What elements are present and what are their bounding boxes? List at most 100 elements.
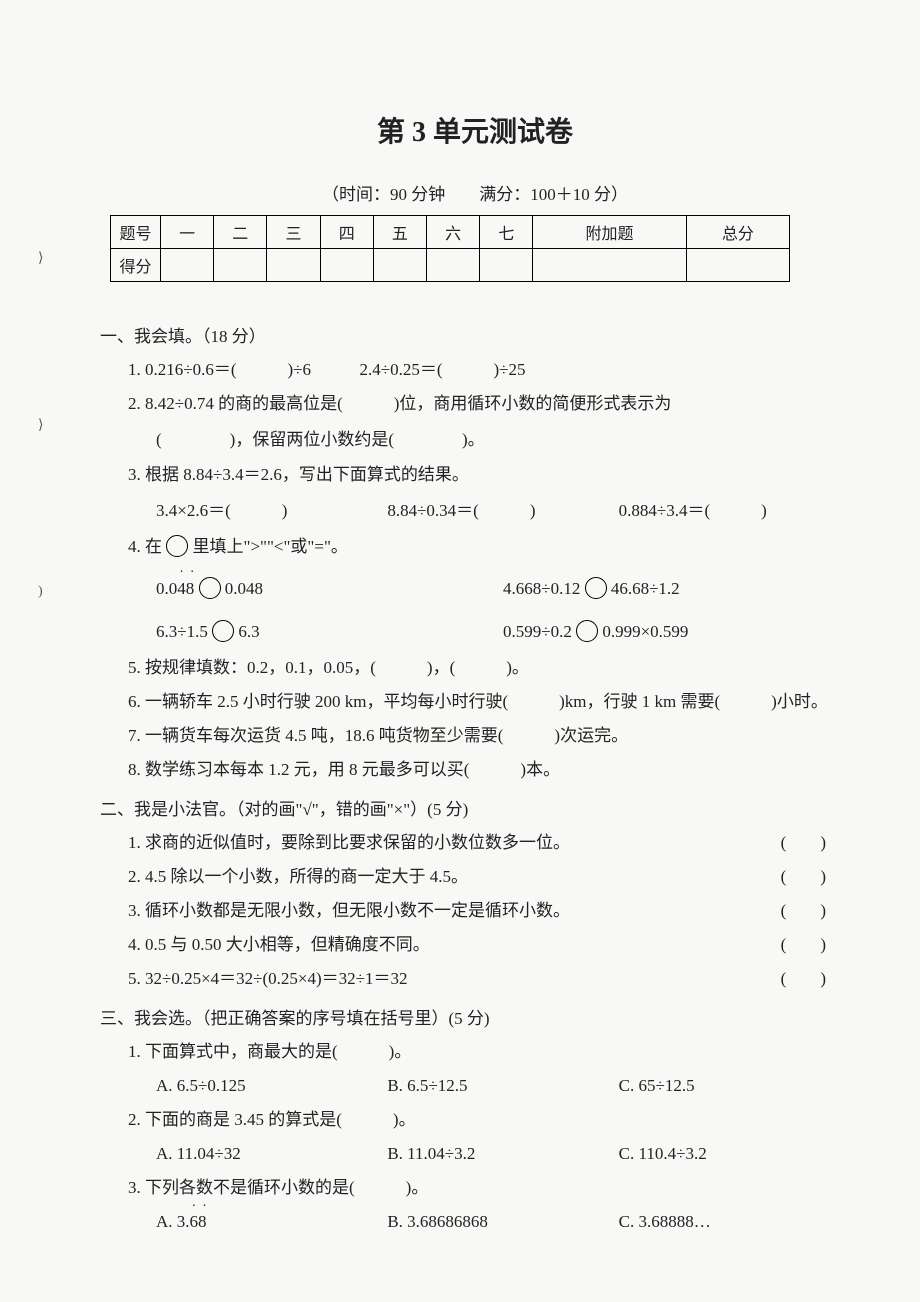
q4l1b: 0.048 xyxy=(225,579,263,598)
q3-2: 2. 下面的商是 3.45 的算式是( )。 xyxy=(128,1103,850,1137)
score-label: 得分 xyxy=(111,249,161,282)
q2-4-text: 4. 0.5 与 0.50 大小相等，但精确度不同。 xyxy=(128,928,430,962)
section-1-title: 一、我会填。 xyxy=(100,327,202,346)
q1-8: 8. 数学练习本每本 1.2 元，用 8 元最多可以买( )本。 xyxy=(128,753,850,787)
q2-2-text: 2. 4.5 除以一个小数，所得的商一定大于 4.5。 xyxy=(128,860,468,894)
paren: ( ) xyxy=(781,928,826,962)
score-cell xyxy=(427,249,480,282)
circle-icon xyxy=(585,577,607,599)
page-title: 第 3 单元测试卷 xyxy=(100,110,850,150)
circle-icon xyxy=(166,535,188,557)
score-table: 题号 一 二 三 四 五 六 七 附加题 总分 得分 xyxy=(110,215,790,282)
paren: ( ) xyxy=(781,826,826,860)
q1-4a: 4. 在 xyxy=(128,537,162,556)
q4l1a-prefix: 0.0 xyxy=(156,579,177,598)
q1-2: 2. 8.42÷0.74 的商的最高位是( )位，商用循环小数的简便形式表示为 xyxy=(128,387,850,421)
q4l1d: 46.68÷1.2 xyxy=(611,579,680,598)
header-cell: 五 xyxy=(373,216,426,249)
score-cell xyxy=(686,249,789,282)
q4l1c: 4.668÷0.12 xyxy=(503,579,580,598)
q1-4-line1: 0.048 0.048 4.668÷0.12 46.68÷1.2 xyxy=(156,570,850,607)
section-3-header: 三、我会选。（把正确答案的序号填在括号里）(5 分) xyxy=(100,1004,850,1029)
q1-4-line2: 6.3÷1.5 6.3 0.599÷0.2 0.999×0.599 xyxy=(156,613,850,650)
q1-7: 7. 一辆货车每次运货 4.5 吨，18.6 吨货物至少需要( )次运完。 xyxy=(128,719,850,753)
opt-b: B. 6.5÷12.5 xyxy=(387,1069,618,1103)
header-cell: 三 xyxy=(267,216,320,249)
section-2-title: 二、我是小法官。 xyxy=(100,800,236,819)
header-cell: 六 xyxy=(427,216,480,249)
q1-1: 1. 0.216÷0.6＝( )÷6 2.4÷0.25＝( )÷25 xyxy=(128,353,850,387)
q3-3-opts: A. 3.68 B. 3.68686868 C. 3.68888… xyxy=(156,1205,850,1239)
header-cell: 四 xyxy=(320,216,373,249)
opt-b: B. 3.68686868 xyxy=(387,1205,618,1239)
circle-icon xyxy=(199,577,221,599)
circle-icon xyxy=(212,620,234,642)
q2-5: 5. 32÷0.25×4＝32÷(0.25×4)＝32÷1＝32 ( ) xyxy=(128,962,850,996)
binding-marks: ⟩⟩) xyxy=(38,250,43,750)
q3-2-opts: A. 11.04÷32 B. 11.04÷3.2 C. 110.4÷3.2 xyxy=(156,1137,850,1171)
header-cell: 题号 xyxy=(111,216,161,249)
q1-3b1: 3.4×2.6＝( ) xyxy=(156,492,387,529)
q1-4: 4. 在 里填上">""<"或"="。 xyxy=(128,530,850,564)
q2-4: 4. 0.5 与 0.50 大小相等，但精确度不同。 ( ) xyxy=(128,928,850,962)
q4l2a: 6.3÷1.5 xyxy=(156,622,208,641)
section-2-header: 二、我是小法官。（对的画"√"，错的画"×"）(5 分) xyxy=(100,795,850,820)
section-3-pts: （把正确答案的序号填在括号里）(5 分) xyxy=(202,1009,490,1028)
opt-c: C. 3.68888… xyxy=(619,1205,850,1239)
q1-6: 6. 一辆轿车 2.5 小时行驶 200 km，平均每小时行驶( )km，行驶 … xyxy=(128,685,850,719)
q1-2a: 2. 8.42÷0.74 的商的最高位是( )位，商用循环小数的简便形式表示为 xyxy=(128,394,671,413)
opt-a: A. 6.5÷0.125 xyxy=(156,1069,387,1103)
q1-5: 5. 按规律填数：0.2，0.1，0.05，( )，( )。 xyxy=(128,651,850,685)
q2-2: 2. 4.5 除以一个小数，所得的商一定大于 4.5。 ( ) xyxy=(128,860,850,894)
q1-3b2: 8.84÷0.34＝( ) xyxy=(387,492,618,529)
q2-3: 3. 循环小数都是无限小数，但无限小数不一定是循环小数。 ( ) xyxy=(128,894,850,928)
circle-icon xyxy=(576,620,598,642)
header-cell: 七 xyxy=(480,216,533,249)
q1-1b: 2.4÷0.25＝( )÷25 xyxy=(359,360,525,379)
recurring-dots: 48 xyxy=(177,570,194,607)
q2-1-text: 1. 求商的近似值时，要除到比要求保留的小数位数多一位。 xyxy=(128,826,570,860)
score-cell xyxy=(214,249,267,282)
score-cell xyxy=(161,249,214,282)
score-cell xyxy=(480,249,533,282)
q4l2c: 0.599÷0.2 xyxy=(503,622,572,641)
q1-3-answers: 3.4×2.6＝( ) 8.84÷0.34＝( ) 0.884÷3.4＝( ) xyxy=(156,492,850,529)
section-2-pts: （对的画"√"，错的画"×"）(5 分) xyxy=(236,800,468,819)
opt-b: B. 11.04÷3.2 xyxy=(387,1137,618,1171)
score-cell xyxy=(373,249,426,282)
opt-a: A. 3.68 xyxy=(156,1205,387,1239)
table-score-row: 得分 xyxy=(111,249,790,282)
recurring-dots: 68 xyxy=(190,1205,207,1239)
q3-1: 1. 下面算式中，商最大的是( )。 xyxy=(128,1035,850,1069)
section-3-title: 三、我会选。 xyxy=(100,1009,202,1028)
q1-1a: 1. 0.216÷0.6＝( )÷6 xyxy=(128,360,311,379)
q4l2b: 6.3 xyxy=(238,622,259,641)
paren: ( ) xyxy=(781,962,826,996)
header-cell: 二 xyxy=(214,216,267,249)
q1-4a2: 里填上">""<"或"="。 xyxy=(193,537,348,556)
q1-2b: ( )，保留两位小数约是( )。 xyxy=(156,421,850,458)
opt-c: C. 65÷12.5 xyxy=(619,1069,850,1103)
q3-1-opts: A. 6.5÷0.125 B. 6.5÷12.5 C. 65÷12.5 xyxy=(156,1069,850,1103)
q2-3-text: 3. 循环小数都是无限小数，但无限小数不一定是循环小数。 xyxy=(128,894,570,928)
q2-1: 1. 求商的近似值时，要除到比要求保留的小数位数多一位。 ( ) xyxy=(128,826,850,860)
score-cell xyxy=(267,249,320,282)
q4l2d: 0.999×0.599 xyxy=(602,622,688,641)
table-header-row: 题号 一 二 三 四 五 六 七 附加题 总分 xyxy=(111,216,790,249)
q3-3: 3. 下列各数不是循环小数的是( )。 xyxy=(128,1171,850,1205)
header-cell: 一 xyxy=(161,216,214,249)
subtitle: （时间：90 分钟 满分：100＋10 分） xyxy=(100,180,850,205)
header-cell: 总分 xyxy=(686,216,789,249)
q1-3b3: 0.884÷3.4＝( ) xyxy=(619,492,850,529)
q2-5-text: 5. 32÷0.25×4＝32÷(0.25×4)＝32÷1＝32 xyxy=(128,962,408,996)
section-1-pts: （18 分） xyxy=(202,327,266,346)
paren: ( ) xyxy=(781,894,826,928)
paren: ( ) xyxy=(781,860,826,894)
header-cell: 附加题 xyxy=(533,216,686,249)
section-1-header: 一、我会填。（18 分） xyxy=(100,322,850,347)
opt-a: A. 11.04÷32 xyxy=(156,1137,387,1171)
q1-3: 3. 根据 8.84÷3.4＝2.6，写出下面算式的结果。 xyxy=(128,458,850,492)
score-cell xyxy=(533,249,686,282)
opt-c: C. 110.4÷3.2 xyxy=(619,1137,850,1171)
score-cell xyxy=(320,249,373,282)
